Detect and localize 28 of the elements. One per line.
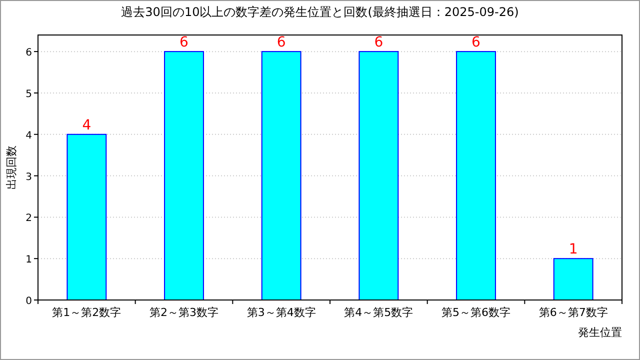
bar (164, 51, 204, 300)
x-tick-label: 第6～第7数字 (538, 306, 608, 319)
y-tick-label: 2 (26, 213, 32, 224)
data-label: 6 (374, 34, 384, 51)
y-tick-label: 5 (26, 88, 32, 100)
y-tick-label: 3 (26, 172, 32, 183)
y-tick-label: 6 (26, 48, 32, 59)
chart-title: 過去30回の10以上の数字差の発生位置と回数(最終抽選日：2025-09-26) (121, 5, 519, 19)
y-tick-label: 4 (26, 130, 32, 142)
data-label: 4 (82, 117, 92, 134)
bar (553, 258, 594, 300)
bar (261, 51, 302, 300)
y-tick-label: 0 (26, 296, 32, 307)
data-label: 6 (472, 34, 481, 51)
x-tick-label: 第1～第2数字 (52, 306, 122, 319)
x-tick-label: 第5～第6数字 (442, 306, 510, 319)
y-tick-label: 1 (26, 254, 32, 266)
data-label: 1 (568, 242, 578, 258)
data-label: 6 (276, 34, 286, 51)
x-axis-title: 発生位置 (578, 326, 622, 339)
y-axis-title: 出現回数 (5, 146, 18, 190)
bar (66, 134, 107, 300)
bar (456, 51, 496, 300)
x-tick-label: 第3～第4数字 (246, 306, 316, 319)
bar (358, 51, 399, 300)
data-label: 6 (180, 34, 189, 51)
x-tick-label: 第2～第3数字 (150, 306, 218, 319)
x-tick-label: 第4～第5数字 (344, 306, 414, 319)
